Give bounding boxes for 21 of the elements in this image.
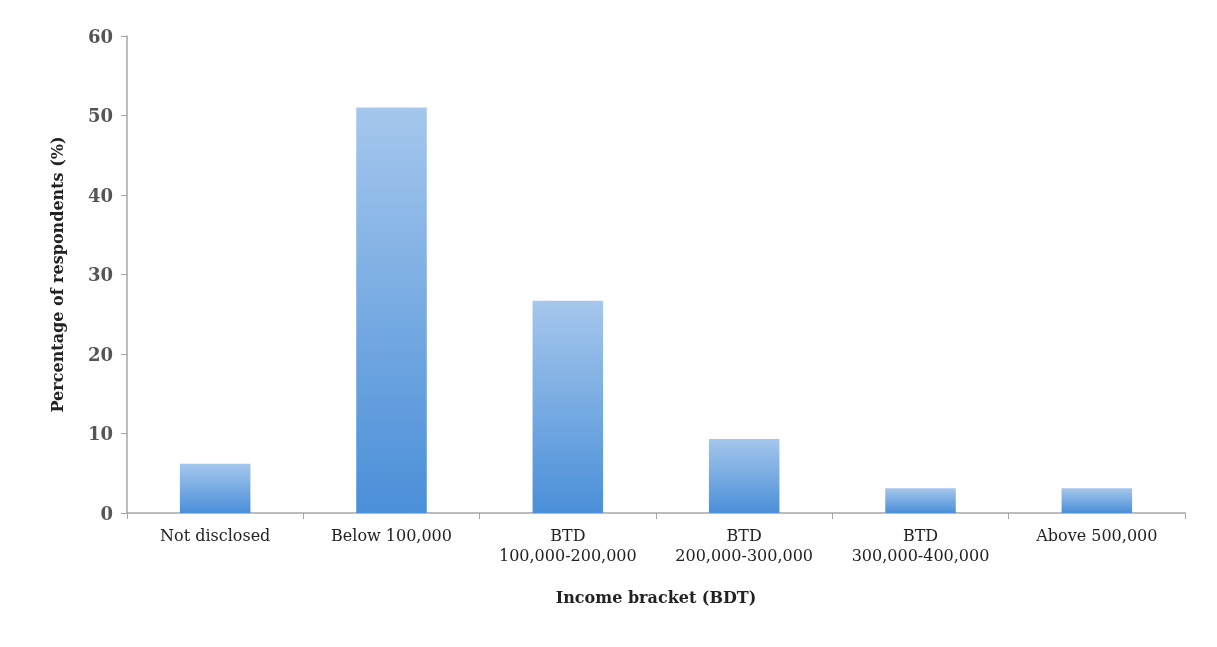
x-tick-label: Not disclosed <box>159 525 271 545</box>
x-axis-title: Income bracket (BDT) <box>555 587 757 607</box>
x-tick-label: Above 500,000 <box>1035 525 1158 545</box>
y-tick-label: 20 <box>87 343 113 365</box>
bar <box>356 107 427 513</box>
y-tick-label: 40 <box>87 184 113 206</box>
bar <box>1061 488 1133 513</box>
bar <box>885 488 956 513</box>
y-tick-label: 50 <box>87 105 113 126</box>
y-tick-label: 10 <box>87 423 113 444</box>
bar <box>179 463 251 513</box>
x-tick-label: Below 100,000 <box>331 525 452 545</box>
x-tick-label: BTD 100,000-200,000 <box>498 525 637 565</box>
x-tick-label: BTD 200,000-300,000 <box>675 525 814 565</box>
x-tick-label: BTD 300,000-400,000 <box>851 525 990 565</box>
bar <box>708 439 780 513</box>
y-axis-title: Percentage of respondents (%) <box>47 136 67 413</box>
y-tick-label: 0 <box>100 502 113 524</box>
bar <box>532 300 604 513</box>
y-tick-label: 60 <box>87 25 113 47</box>
y-tick-label: 30 <box>87 264 113 285</box>
